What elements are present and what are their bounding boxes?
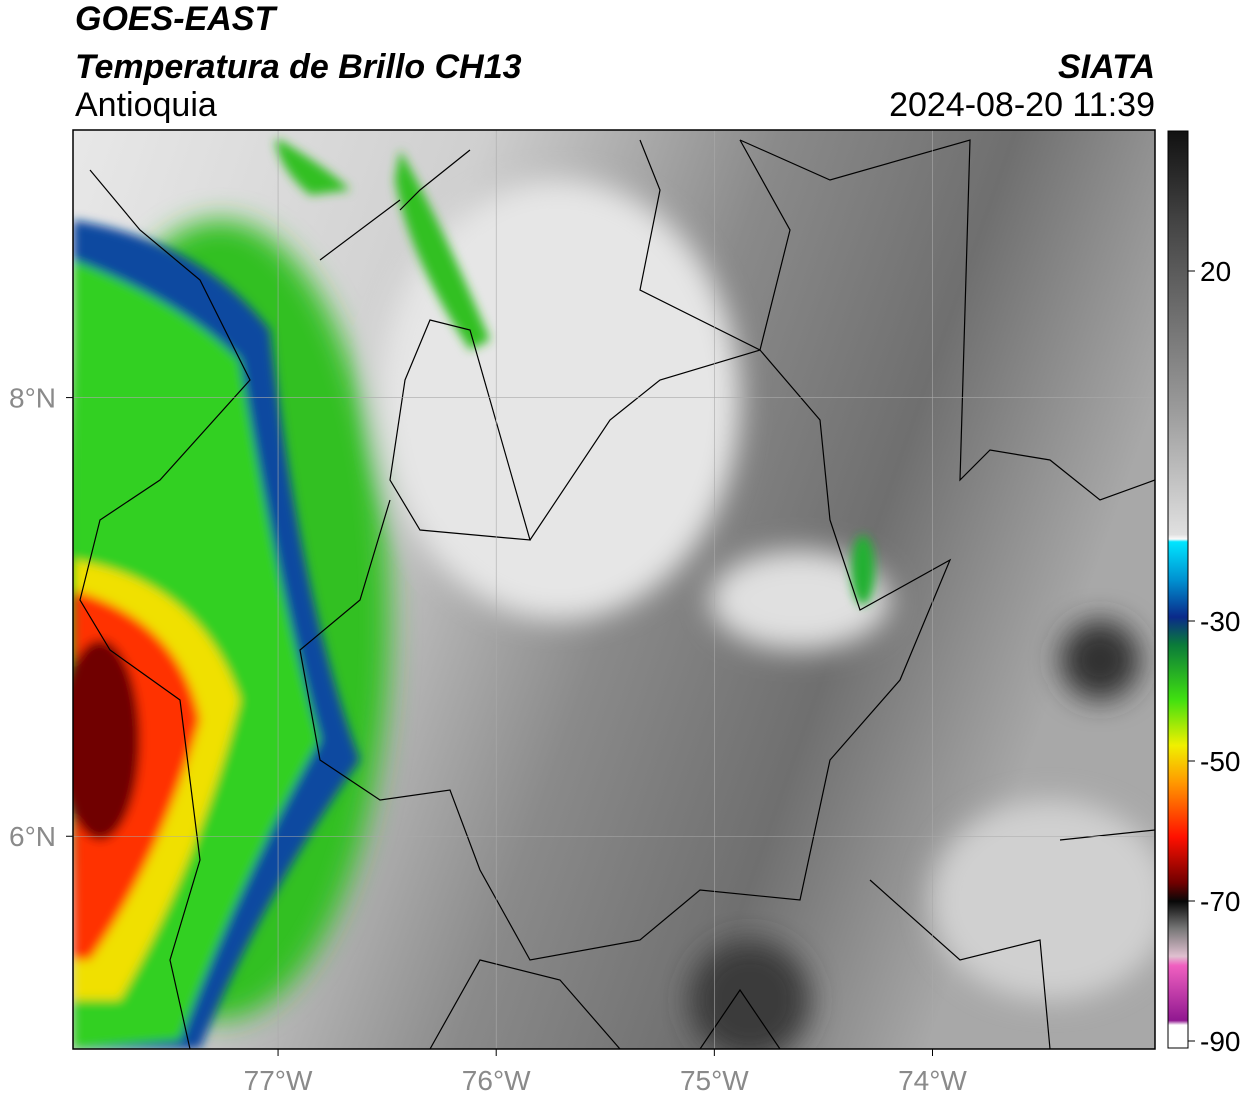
y-tick-label: 6°N	[9, 821, 56, 852]
map-frame	[72, 129, 1156, 1050]
x-tick-label: 75°W	[680, 1065, 749, 1096]
product: Temperatura de Brillo CH13	[75, 48, 522, 86]
x-tick-label: 77°W	[244, 1065, 313, 1096]
colorbar-label: 20	[1200, 256, 1231, 287]
source: SIATA	[1058, 48, 1155, 86]
colorbar-label: -50	[1200, 746, 1240, 777]
imagery	[73, 130, 1155, 1049]
region: Antioquia	[75, 86, 217, 124]
x-tick-label: 74°W	[898, 1065, 967, 1096]
colorbar	[1167, 130, 1189, 1049]
datetime: 2024-08-20 11:39	[889, 86, 1155, 124]
colorbar-label: -90	[1200, 1026, 1240, 1057]
x-tick-label: 76°W	[462, 1065, 531, 1096]
graticule	[73, 130, 1155, 1049]
colorbar-label: -30	[1200, 606, 1240, 637]
colorbar-label: -70	[1200, 886, 1240, 917]
satellite: GOES-EAST	[75, 0, 278, 38]
y-tick-label: 8°N	[9, 383, 56, 414]
